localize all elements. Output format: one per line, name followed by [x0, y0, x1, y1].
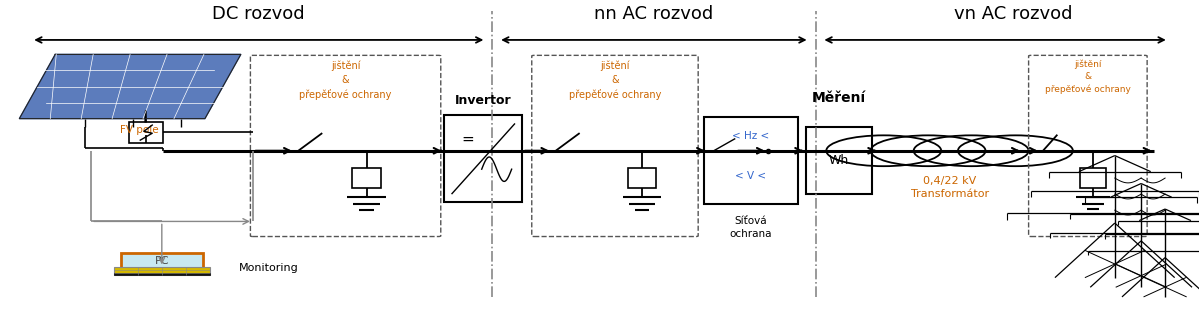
Bar	[806, 127, 871, 194]
Bar	[352, 168, 380, 188]
Text: Invertor: Invertor	[455, 95, 511, 108]
Bar	[1080, 168, 1106, 188]
Text: jištění
&
přepěťové ochrany: jištění & přepěťové ochrany	[300, 60, 391, 100]
Bar	[114, 273, 210, 275]
Text: jištění
&
přepěťové ochrany: jištění & přepěťové ochrany	[1045, 60, 1130, 94]
Text: Síťová
ochrana: Síťová ochrana	[730, 216, 772, 239]
Text: < V <: < V <	[736, 171, 767, 181]
Text: Měření: Měření	[811, 91, 866, 105]
Text: jištění
&
přepěťové ochrany: jištění & přepěťové ochrany	[569, 60, 661, 100]
Text: nn AC rozvod: nn AC rozvod	[594, 5, 714, 23]
Text: FV pole: FV pole	[120, 125, 158, 135]
Text: < Hz <: < Hz <	[732, 131, 769, 141]
Polygon shape	[19, 54, 241, 119]
Text: 0,4/22 kV
Transformátor: 0,4/22 kV Transformátor	[911, 176, 989, 199]
Bar	[130, 122, 163, 143]
Text: =: =	[461, 132, 474, 147]
Bar	[444, 115, 522, 202]
Bar	[121, 252, 203, 270]
Text: PC: PC	[155, 256, 169, 266]
Bar	[114, 267, 210, 275]
Text: Wh: Wh	[829, 154, 848, 167]
Bar	[704, 117, 798, 204]
Text: DC rozvod: DC rozvod	[212, 5, 305, 23]
Text: Monitoring: Monitoring	[239, 263, 299, 273]
Text: vn AC rozvod: vn AC rozvod	[954, 5, 1073, 23]
Bar	[628, 168, 656, 188]
